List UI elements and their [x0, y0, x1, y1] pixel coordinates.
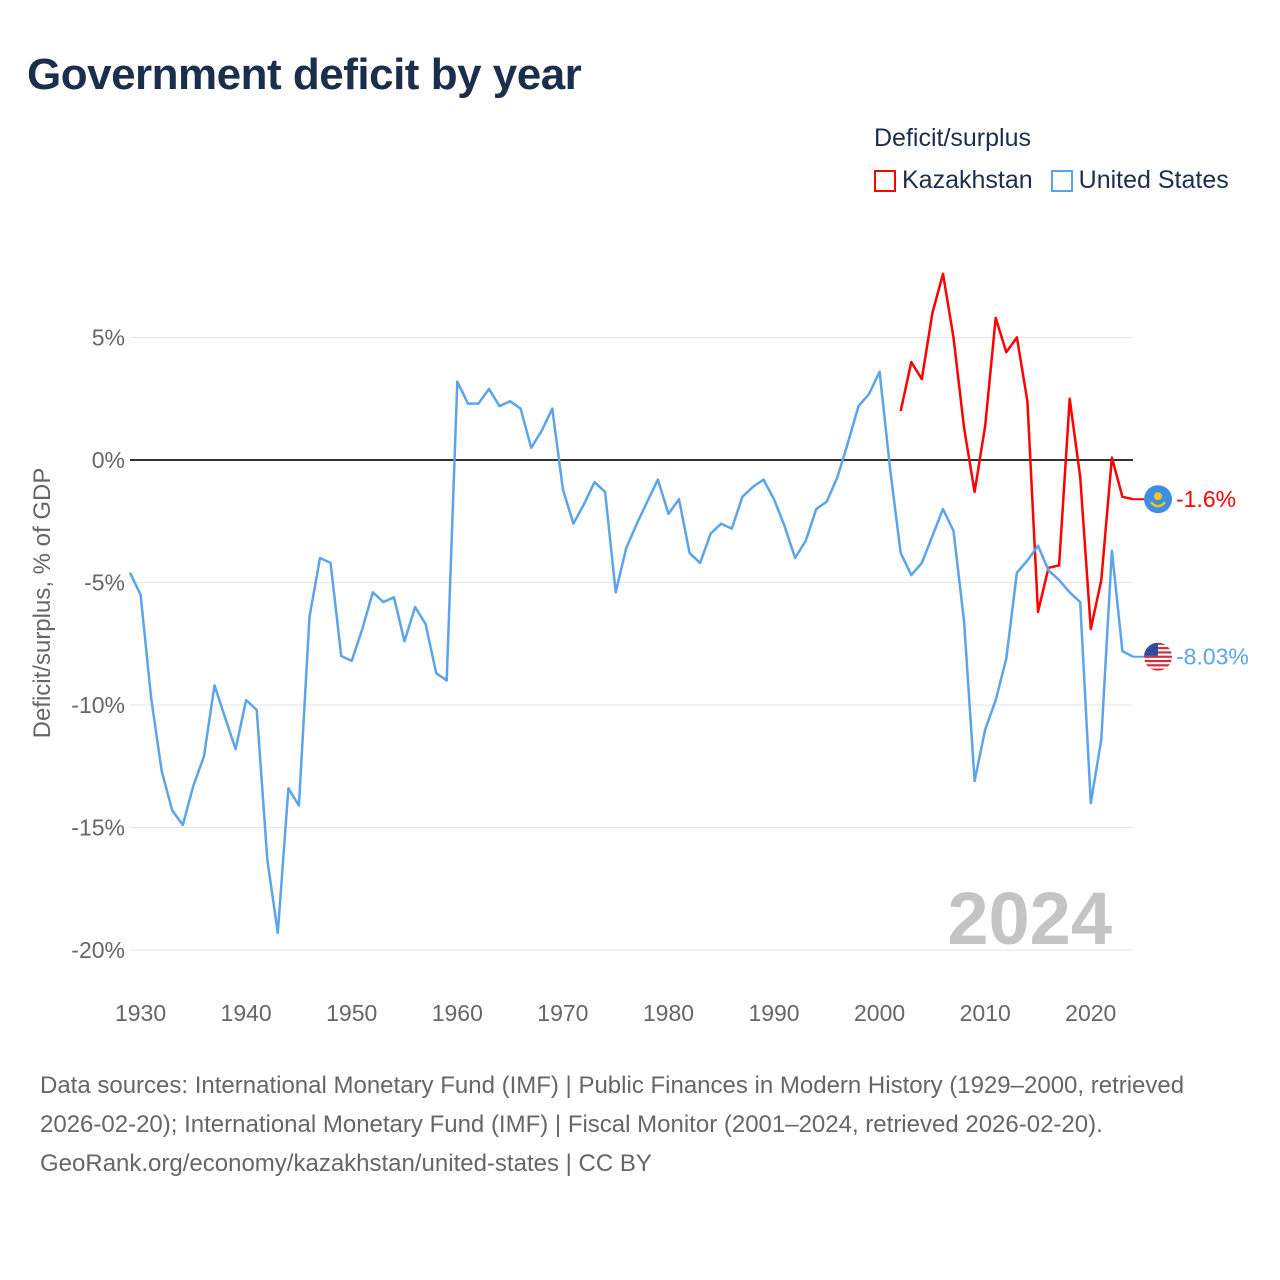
legend-swatch-kazakhstan — [874, 169, 896, 192]
chart-title: Government deficit by year — [27, 50, 582, 99]
flag-stripe — [1144, 668, 1172, 671]
x-tick-label: 1930 — [115, 1000, 166, 1026]
x-tick-label: 2020 — [1065, 1000, 1116, 1026]
y-tick-label: -5% — [84, 570, 125, 596]
flag-stripe — [1144, 659, 1172, 663]
legend-item-united-states[interactable]: United States — [1050, 166, 1229, 195]
y-tick-label: 5% — [92, 325, 125, 351]
legend-swatch-united-states — [1050, 169, 1073, 192]
legend-label: Kazakhstan — [902, 166, 1033, 194]
credit-link[interactable]: GeoRank.org/economy/kazakhstan/united-st… — [40, 1150, 652, 1177]
series-line-kazakhstan — [899, 272, 1134, 631]
year-watermark: 2024 — [947, 877, 1112, 960]
legend-title: Deficit/surplus — [874, 124, 1031, 152]
x-tick-label: 2000 — [854, 1000, 905, 1026]
y-axis-title: Deficit/surplus, % of GDP — [29, 468, 56, 739]
series-line-united-states — [128, 370, 1134, 935]
united-states-flag-icon — [1144, 642, 1172, 671]
flag-stripe — [1144, 664, 1172, 667]
x-tick-label: 1990 — [748, 1000, 799, 1026]
x-tick-label: 1970 — [537, 1000, 588, 1026]
footer: Data sources: International Monetary Fun… — [40, 1066, 1240, 1183]
y-tick-label: -10% — [71, 692, 125, 718]
flag-eagle-icon — [1150, 501, 1166, 508]
x-tick-label: 1980 — [643, 1000, 694, 1026]
flag-stripe — [1144, 655, 1172, 658]
x-tick-label: 2010 — [960, 1000, 1011, 1026]
data-sources: Data sources: International Monetary Fun… — [40, 1072, 1185, 1138]
y-tick-label: -15% — [71, 815, 125, 841]
flag-canton — [1144, 642, 1158, 656]
y-tick-label: 0% — [92, 447, 125, 473]
y-tick-label: -20% — [71, 937, 125, 963]
legend: Kazakhstan United States — [874, 166, 1229, 195]
legend-label: United States — [1078, 166, 1229, 194]
flag-sun-icon — [1154, 492, 1162, 501]
legend-item-kazakhstan[interactable]: Kazakhstan — [874, 166, 1033, 195]
end-value-label-kazakhstan: -1.6% — [1176, 486, 1236, 512]
x-tick-label: 1940 — [221, 1000, 272, 1026]
x-tick-label: 1960 — [432, 1000, 483, 1026]
x-tick-label: 1950 — [326, 1000, 377, 1026]
end-value-label-united-states: -8.03% — [1176, 644, 1249, 670]
